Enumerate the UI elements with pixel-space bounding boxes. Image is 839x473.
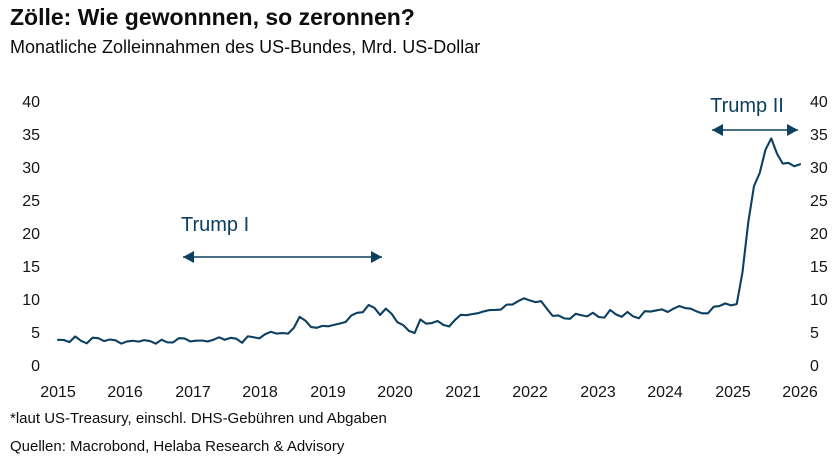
svg-text:2019: 2019 <box>310 384 346 401</box>
svg-text:0: 0 <box>31 358 40 375</box>
svg-text:20: 20 <box>810 226 828 243</box>
svg-text:0: 0 <box>810 358 819 375</box>
svg-text:2023: 2023 <box>580 384 616 401</box>
svg-text:15: 15 <box>22 259 40 276</box>
svg-text:Trump II: Trump II <box>710 95 784 117</box>
svg-text:40: 40 <box>810 94 828 111</box>
svg-text:25: 25 <box>810 193 828 210</box>
svg-text:35: 35 <box>810 127 828 144</box>
svg-text:2015: 2015 <box>40 384 76 401</box>
svg-text:25: 25 <box>22 193 40 210</box>
svg-text:2020: 2020 <box>377 384 413 401</box>
svg-text:2025: 2025 <box>715 384 751 401</box>
svg-text:Trump I: Trump I <box>181 214 249 236</box>
svg-text:2022: 2022 <box>512 384 548 401</box>
svg-text:15: 15 <box>810 259 828 276</box>
svg-text:2024: 2024 <box>647 384 683 401</box>
svg-text:30: 30 <box>22 160 40 177</box>
svg-text:5: 5 <box>31 325 40 342</box>
svg-text:40: 40 <box>22 94 40 111</box>
svg-text:30: 30 <box>810 160 828 177</box>
svg-text:5: 5 <box>810 325 819 342</box>
svg-text:2021: 2021 <box>445 384 481 401</box>
svg-text:2018: 2018 <box>242 384 278 401</box>
svg-text:2017: 2017 <box>175 384 211 401</box>
svg-text:2026: 2026 <box>782 384 818 401</box>
svg-text:10: 10 <box>810 292 828 309</box>
svg-text:20: 20 <box>22 226 40 243</box>
svg-text:35: 35 <box>22 127 40 144</box>
svg-text:10: 10 <box>22 292 40 309</box>
svg-text:2016: 2016 <box>107 384 143 401</box>
